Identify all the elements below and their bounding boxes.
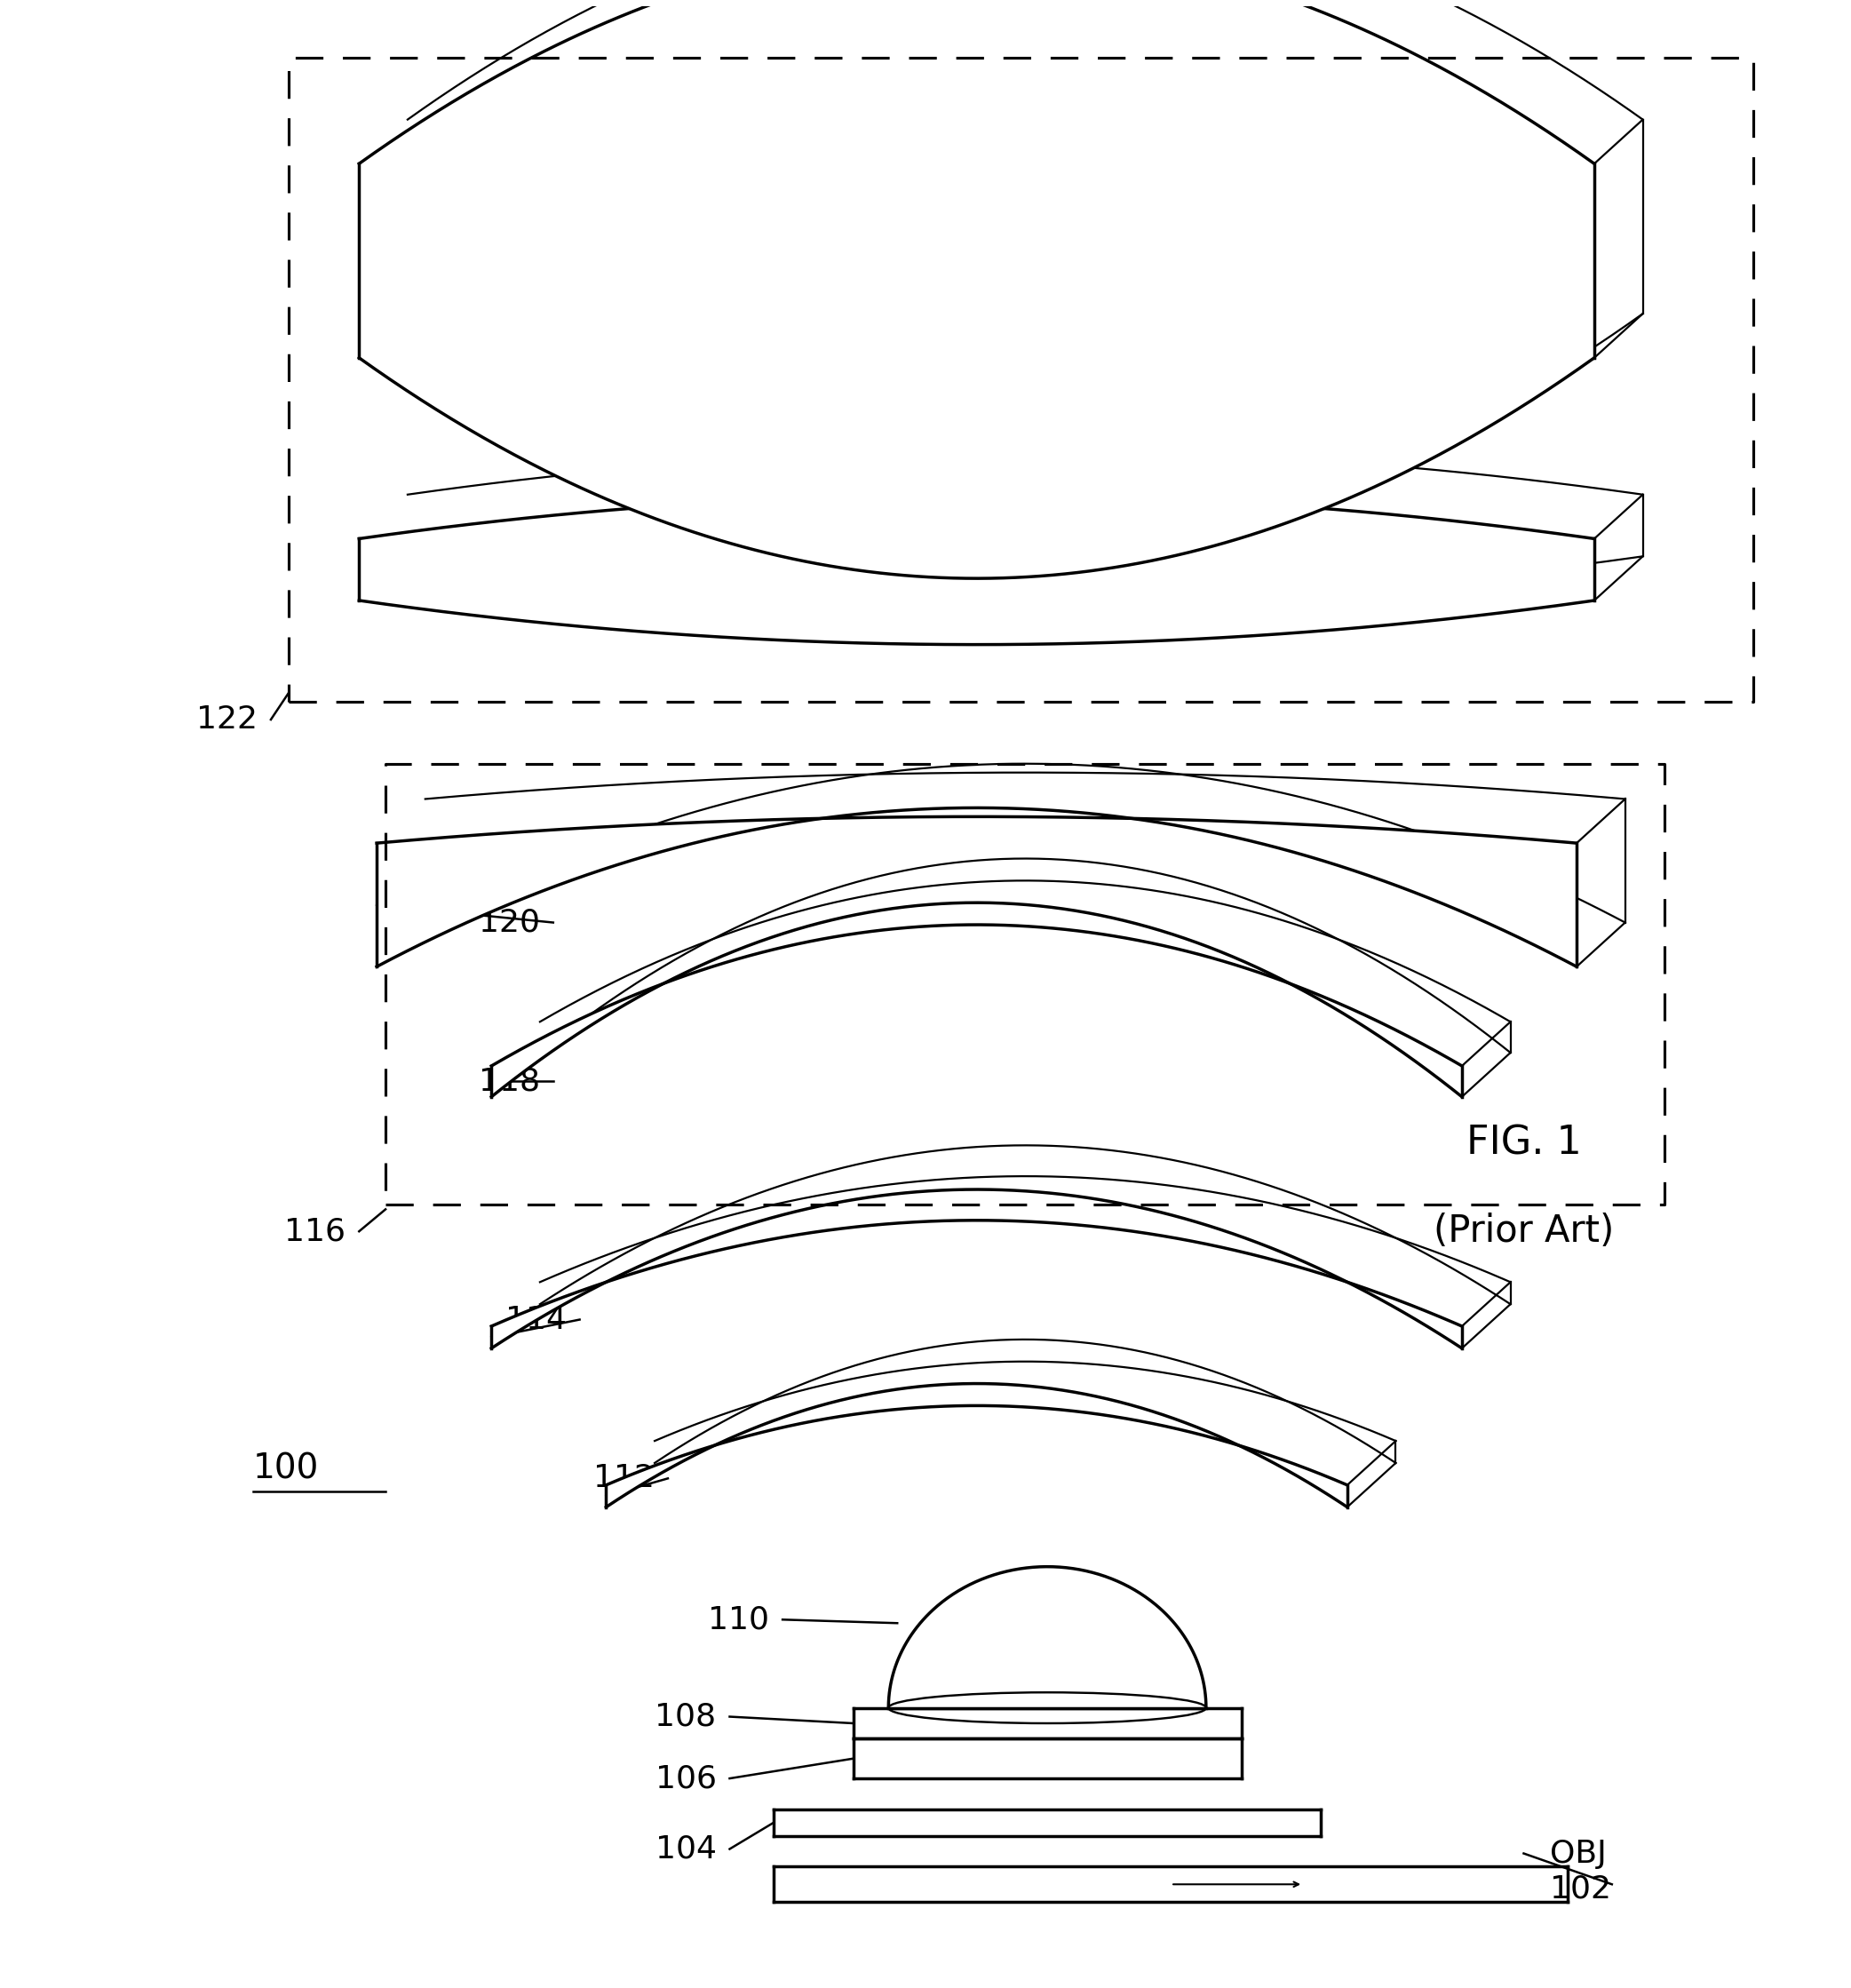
Text: 126: 126 — [416, 290, 478, 320]
Polygon shape — [359, 0, 1594, 579]
Polygon shape — [605, 1384, 1348, 1507]
Text: 108: 108 — [655, 1702, 716, 1732]
Polygon shape — [359, 0, 1594, 579]
Polygon shape — [359, 495, 1594, 644]
Polygon shape — [491, 903, 1462, 1097]
Polygon shape — [378, 807, 1577, 966]
Text: OBJ: OBJ — [1549, 1839, 1607, 1869]
Polygon shape — [774, 1809, 1322, 1835]
Polygon shape — [888, 1567, 1207, 1708]
Text: 120: 120 — [479, 907, 540, 938]
Text: 106: 106 — [655, 1763, 716, 1793]
Text: 114: 114 — [505, 1304, 566, 1334]
Text: 118: 118 — [479, 1066, 540, 1097]
Polygon shape — [853, 1740, 1242, 1779]
Polygon shape — [491, 1189, 1462, 1348]
Polygon shape — [491, 1189, 1462, 1348]
Text: 100: 100 — [254, 1451, 318, 1485]
Polygon shape — [378, 807, 1577, 966]
Text: 116: 116 — [285, 1217, 346, 1246]
Polygon shape — [491, 903, 1462, 1097]
Text: FIG. 1: FIG. 1 — [1466, 1123, 1581, 1163]
Polygon shape — [605, 1384, 1348, 1507]
Text: 110: 110 — [709, 1604, 770, 1634]
Text: 112: 112 — [594, 1463, 655, 1493]
Text: 122: 122 — [196, 704, 257, 736]
Polygon shape — [359, 495, 1594, 644]
Text: (Prior Art): (Prior Art) — [1433, 1213, 1614, 1250]
Text: 124: 124 — [416, 573, 478, 602]
Polygon shape — [774, 1867, 1568, 1903]
Polygon shape — [853, 1708, 1242, 1740]
Text: 102: 102 — [1549, 1873, 1612, 1905]
Text: 104: 104 — [655, 1833, 716, 1865]
